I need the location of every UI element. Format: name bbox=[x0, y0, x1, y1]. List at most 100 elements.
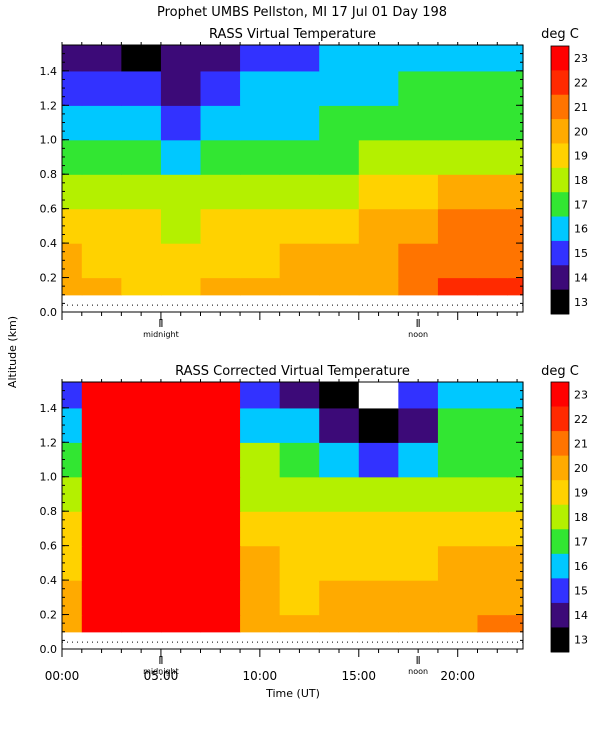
heatmap-cell bbox=[62, 580, 83, 616]
heatmap-cell bbox=[477, 208, 508, 244]
heatmap-cell bbox=[240, 105, 281, 141]
heatmap-cell bbox=[477, 70, 508, 106]
heatmap-cell bbox=[121, 382, 162, 409]
heatmap-cell bbox=[477, 105, 508, 141]
y-tick-label: 1.4 bbox=[40, 65, 58, 78]
y-tick-label: 0.4 bbox=[40, 574, 58, 587]
heatmap-cell bbox=[81, 545, 122, 581]
heatmap-cell bbox=[358, 45, 399, 72]
heatmap-cell bbox=[437, 139, 479, 175]
heatmap-cell bbox=[398, 45, 439, 72]
heatmap-cell bbox=[358, 277, 399, 296]
heatmap-cell bbox=[319, 580, 360, 616]
heatmap-cell bbox=[437, 476, 479, 512]
heatmap-cell bbox=[160, 139, 202, 175]
heatmap-cell bbox=[507, 45, 524, 72]
heatmap-cell bbox=[160, 511, 202, 547]
heatmap-cell bbox=[507, 511, 524, 547]
heatmap-cell bbox=[200, 382, 241, 409]
heatmap-cell bbox=[507, 105, 524, 141]
heatmap-cell bbox=[121, 174, 162, 210]
heatmap-cell bbox=[81, 511, 122, 547]
colorbar-label: 18 bbox=[574, 174, 588, 187]
colorbar-label: 18 bbox=[574, 511, 588, 524]
y-tick-label: 0.8 bbox=[40, 168, 58, 181]
colorbar-frame bbox=[550, 381, 570, 653]
heatmap-cell bbox=[81, 614, 122, 633]
heatmap-cell bbox=[160, 614, 202, 633]
colorbar-swatch bbox=[551, 70, 569, 96]
y-tick-label: 1.4 bbox=[40, 402, 58, 415]
heatmap-cell bbox=[398, 476, 439, 512]
heatmap-cell bbox=[200, 105, 241, 141]
heatmap-cell bbox=[200, 45, 241, 72]
heatmap-cell bbox=[200, 277, 241, 296]
heatmap-cell bbox=[200, 511, 241, 547]
heatmap-cell bbox=[507, 208, 524, 244]
heatmap-cell bbox=[200, 139, 241, 175]
heatmap-cell bbox=[507, 70, 524, 106]
colorbar-swatch bbox=[551, 143, 569, 169]
panel-title: RASS Corrected Virtual Temperature bbox=[175, 364, 410, 379]
heatmap-cell bbox=[437, 45, 479, 72]
colorbar-frame bbox=[550, 45, 570, 315]
y-tick-label: 1.0 bbox=[40, 471, 58, 484]
colorbar-swatch bbox=[551, 406, 569, 432]
heatmap-cell bbox=[319, 208, 360, 244]
heatmap-cell bbox=[121, 476, 162, 512]
heatmap-cell bbox=[160, 174, 202, 210]
heatmap-cell bbox=[358, 139, 399, 175]
heatmap-cell bbox=[398, 174, 439, 210]
panel-rass-corrected-virtual-temperature: RASS Corrected Virtual Temperature deg C 0… bbox=[40, 364, 589, 683]
heatmap-cell bbox=[121, 545, 162, 581]
heatmap-cell bbox=[200, 442, 241, 478]
heatmap-cell bbox=[200, 70, 241, 106]
heatmap-cell bbox=[121, 407, 162, 443]
marker-label: midnight bbox=[143, 330, 179, 339]
colorbar-label: 20 bbox=[574, 125, 588, 138]
heatmap-cell bbox=[358, 208, 399, 244]
heatmap-cell bbox=[398, 545, 439, 581]
heatmap-cell bbox=[121, 277, 162, 296]
heatmap-cell bbox=[507, 476, 524, 512]
heatmap-cell bbox=[279, 442, 320, 478]
colorbar-swatch bbox=[551, 289, 569, 315]
y-tick-label: 0.2 bbox=[40, 609, 58, 622]
heatmap-cell bbox=[477, 45, 508, 72]
heatmap-cell bbox=[279, 580, 320, 616]
heatmap-cell bbox=[240, 614, 281, 633]
heatmap-cell bbox=[507, 614, 524, 633]
plot-frame bbox=[61, 381, 524, 650]
heatmap-cell bbox=[437, 580, 479, 616]
colorbar-label: 22 bbox=[574, 77, 588, 90]
plot-frame bbox=[61, 44, 524, 313]
heatmap-cell bbox=[279, 277, 320, 296]
colorbar-label: 19 bbox=[574, 150, 588, 163]
heatmap-cell bbox=[319, 139, 360, 175]
heatmap-cell bbox=[240, 580, 281, 616]
heatmap-cell bbox=[358, 105, 399, 141]
heatmap-cell bbox=[358, 580, 399, 616]
heatmap-cell bbox=[279, 105, 320, 141]
heatmap-cell bbox=[507, 382, 524, 409]
heatmap-cell bbox=[437, 277, 479, 296]
heatmap-cell bbox=[81, 70, 122, 106]
colorbar-swatch bbox=[551, 602, 569, 628]
heatmap-cell bbox=[121, 580, 162, 616]
heatmap-cell bbox=[319, 105, 360, 141]
heatmap-cell bbox=[398, 243, 439, 279]
colorbar-swatch bbox=[551, 431, 569, 457]
heatmap-cell bbox=[507, 243, 524, 279]
heatmap-cell bbox=[160, 105, 202, 141]
y-tick-label: 0.8 bbox=[40, 505, 58, 518]
heatmap-cell bbox=[240, 407, 281, 443]
heatmap-cell bbox=[240, 139, 281, 175]
heatmap-cell bbox=[398, 139, 439, 175]
heatmap-cell bbox=[507, 442, 524, 478]
colorbar-swatch bbox=[551, 240, 569, 266]
heatmap-cell bbox=[62, 511, 83, 547]
heatmap-cell bbox=[507, 580, 524, 616]
heatmap-cell bbox=[121, 243, 162, 279]
heatmap-cell bbox=[477, 407, 508, 443]
colorbar-unit: deg C bbox=[541, 364, 579, 379]
